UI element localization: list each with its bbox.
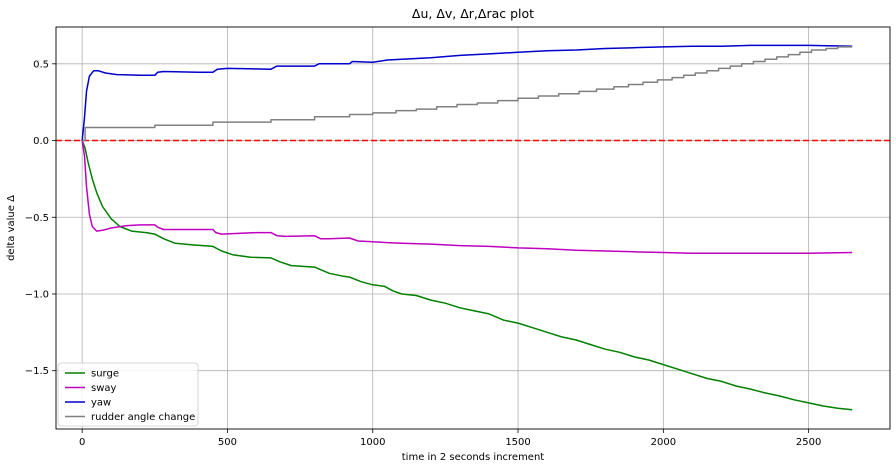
y-axis: −1.5 −1.0 −0.5 0.0 0.5	[25, 59, 56, 377]
y-tick-label: 0.0	[33, 136, 49, 147]
x-tick-label: 500	[218, 437, 237, 448]
series-line-yaw	[81, 44, 853, 141]
x-tick-label: 1500	[505, 437, 530, 448]
y-tick-label: −1.0	[25, 289, 49, 300]
series-layer	[81, 44, 853, 411]
legend-label: rudder angle change	[91, 412, 195, 423]
x-tick-label: 2000	[651, 437, 676, 448]
legend-label: surge	[91, 369, 119, 380]
legend-label: sway	[91, 383, 117, 394]
chart-title: Δu, Δv, Δr,Δrac plot	[412, 6, 534, 21]
series-line-surge	[81, 140, 853, 411]
x-axis: 0 500 1000 1500 2000 2500	[79, 429, 821, 448]
y-tick-label: −1.5	[25, 366, 49, 377]
series-line-rudder-angle-change	[82, 46, 853, 142]
plot-frame	[55, 26, 891, 430]
legend-label: yaw	[91, 398, 111, 409]
x-tick-label: 2500	[796, 437, 821, 448]
legend: surge sway yaw rudder angle change	[57, 362, 199, 427]
legend-box	[57, 362, 199, 427]
y-tick-label: 0.5	[33, 59, 49, 70]
x-tick-label: 0	[79, 437, 85, 448]
x-tick-label: 1000	[360, 437, 385, 448]
series-line-sway	[81, 140, 853, 255]
x-axis-label: time in 2 seconds increment	[402, 452, 545, 463]
y-axis-label: delta value Δ	[6, 195, 17, 261]
y-tick-label: −0.5	[25, 213, 49, 224]
